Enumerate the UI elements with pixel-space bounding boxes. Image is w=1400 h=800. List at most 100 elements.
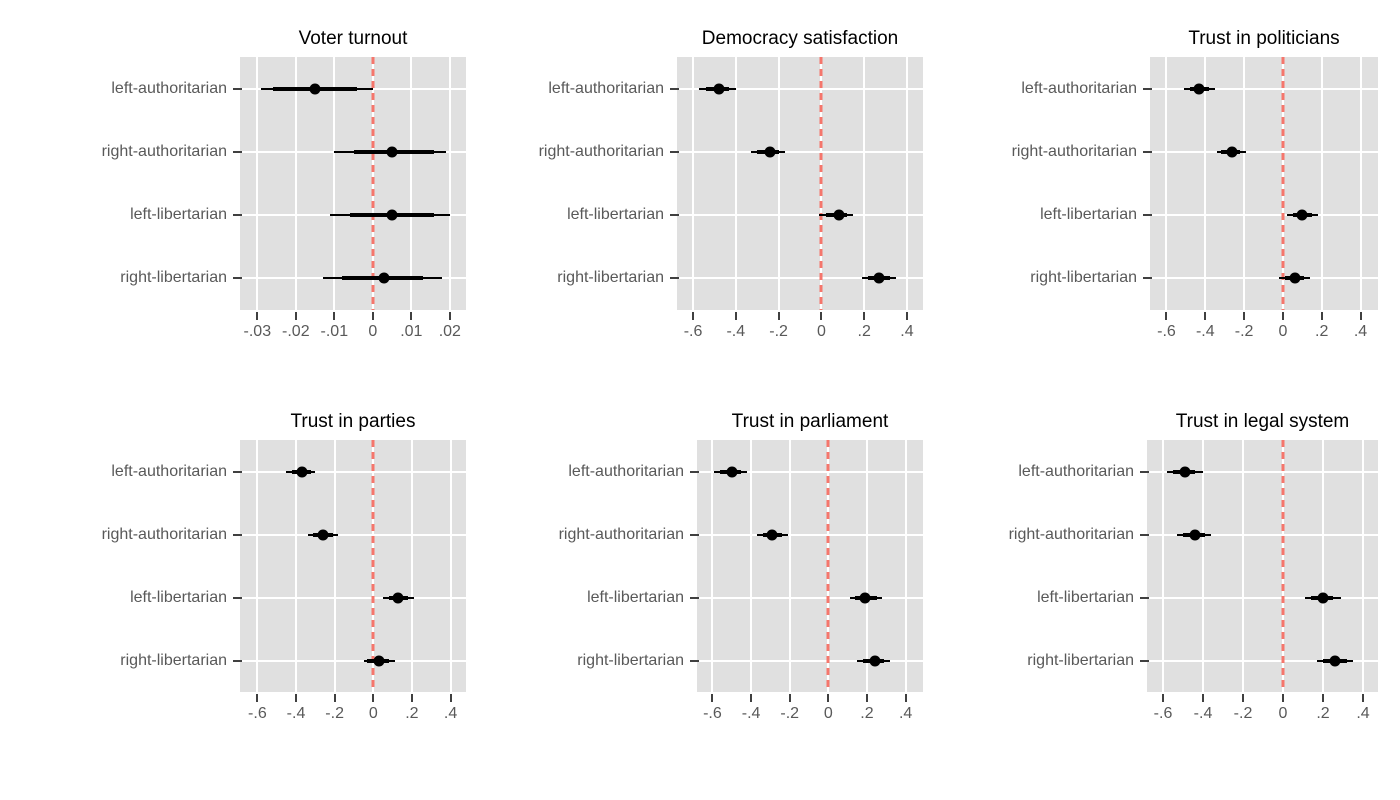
zero-reference-line [1281,440,1285,692]
x-axis-tick-label: -.4 [741,705,761,722]
gridline-h [1150,277,1378,280]
gridline-v [905,57,908,310]
estimate-dot [309,83,321,95]
x-axis-tick [820,312,823,320]
y-axis-tick [690,470,699,473]
y-axis-tick [1140,470,1149,473]
gridline-h [697,470,923,473]
estimate-dot [1189,529,1201,540]
y-axis-tick [233,150,242,153]
estimate-dot [764,146,776,158]
gridline-h [1147,470,1378,473]
y-axis-tick [690,596,699,599]
plot-area [240,57,466,310]
plot-area [677,57,923,310]
panel-trust-in-legal-system: Trust in legal system -.6 -.4 -.2 0 .2 .4 left… [1009,411,1378,722]
y-axis-label: right-libertarian [557,269,664,287]
x-axis-tick [256,312,259,320]
x-axis-tick [448,312,451,320]
x-axis-tick-label: 0 [1278,705,1288,722]
gridline-v [1322,440,1324,692]
estimate-dot [392,592,404,603]
x-axis-tick [692,312,695,320]
y-axis-label: right-authoritarian [538,142,664,160]
estimate-dot [378,272,390,284]
gridline-h [677,87,923,90]
x-axis-tick-label: 0 [368,705,378,722]
y-axis-label: left-libertarian [587,588,684,606]
x-axis-tick [1320,312,1323,320]
x-axis-tick [777,312,780,320]
x-axis-tick-label: -.01 [320,323,349,340]
estimate-dot [726,466,738,477]
zero-reference-line [819,57,823,310]
gridline-v [333,440,336,692]
gridline-v [734,57,737,310]
estimate-dot [1329,655,1341,666]
x-axis-tick [410,312,413,320]
y-axis-label: left-authoritarian [111,462,227,480]
gridline-v [1202,440,1204,692]
y-axis-tick [1143,150,1152,153]
y-axis-label: left-authoritarian [111,79,227,97]
x-axis-tick [1362,694,1364,702]
estimate-dot [1289,272,1301,284]
estimate-dot [1226,146,1238,158]
estimate-dot [859,592,871,603]
y-axis-tick [1143,87,1152,90]
x-axis-tick [1165,312,1168,320]
x-axis-tick-label: -.03 [243,323,272,340]
y-axis-tick [690,533,699,536]
x-axis-tick-label: -.6 [248,705,267,722]
x-axis-tick-label: .4 [898,705,913,722]
x-axis-tick [372,694,375,702]
x-axis-tick-label: -.4 [286,705,306,722]
gridline-h [240,596,466,599]
gridline-v [711,440,714,692]
gridline-h [1150,150,1378,153]
gridline-v [448,57,451,310]
panel-title: Voter turnout [298,28,408,49]
gridline-v [1362,440,1364,692]
y-axis-tick [233,87,242,90]
gridline-v [410,57,413,310]
x-axis-tick-label: -.2 [325,705,344,722]
y-axis-tick [233,533,242,536]
gridline-v [410,440,413,692]
x-axis-tick [827,694,830,702]
gridline-h [1150,214,1378,217]
x-axis-tick-label: -.02 [282,323,310,340]
gridline-h [240,470,466,473]
x-axis-tick-label: 0 [823,705,833,722]
y-axis-tick [670,87,679,90]
y-axis-label: left-libertarian [1037,588,1134,606]
x-axis-tick-label: -.2 [1233,705,1253,722]
zero-reference-line [371,440,375,692]
y-axis-label: right-libertarian [577,651,684,669]
plot-area [240,440,466,692]
gridline-h [240,659,466,662]
gridline-v [777,57,780,310]
gridline-v [863,57,866,310]
gridline-h [240,533,466,536]
y-axis-tick [233,470,242,473]
y-axis-label: left-libertarian [130,206,227,224]
x-axis-tick-label: -.4 [726,323,746,340]
y-axis-tick [1140,659,1149,662]
y-axis-tick [1143,214,1152,217]
estimate-dot [1296,209,1308,221]
estimate-dot [386,209,398,221]
y-axis-label: right-authoritarian [101,525,227,543]
y-axis-tick [670,277,679,280]
x-axis-tick [1243,312,1246,320]
panel-trust-in-politicians: Trust in politicians -.6 -.4 -.2 0 .2 .4 left-… [1012,28,1378,340]
y-axis-label: left-authoritarian [548,79,664,97]
plot-area [1147,440,1378,692]
x-axis-tick [333,694,336,702]
gridline-v [256,57,259,310]
x-axis-tick-label: -.6 [1157,323,1176,340]
panel-trust-in-parliament: Trust in parliament -.6 -.4 -.2 0 .2 .4 left-a… [559,411,923,722]
gridline-v [295,440,298,692]
gridline-v [1243,57,1246,310]
